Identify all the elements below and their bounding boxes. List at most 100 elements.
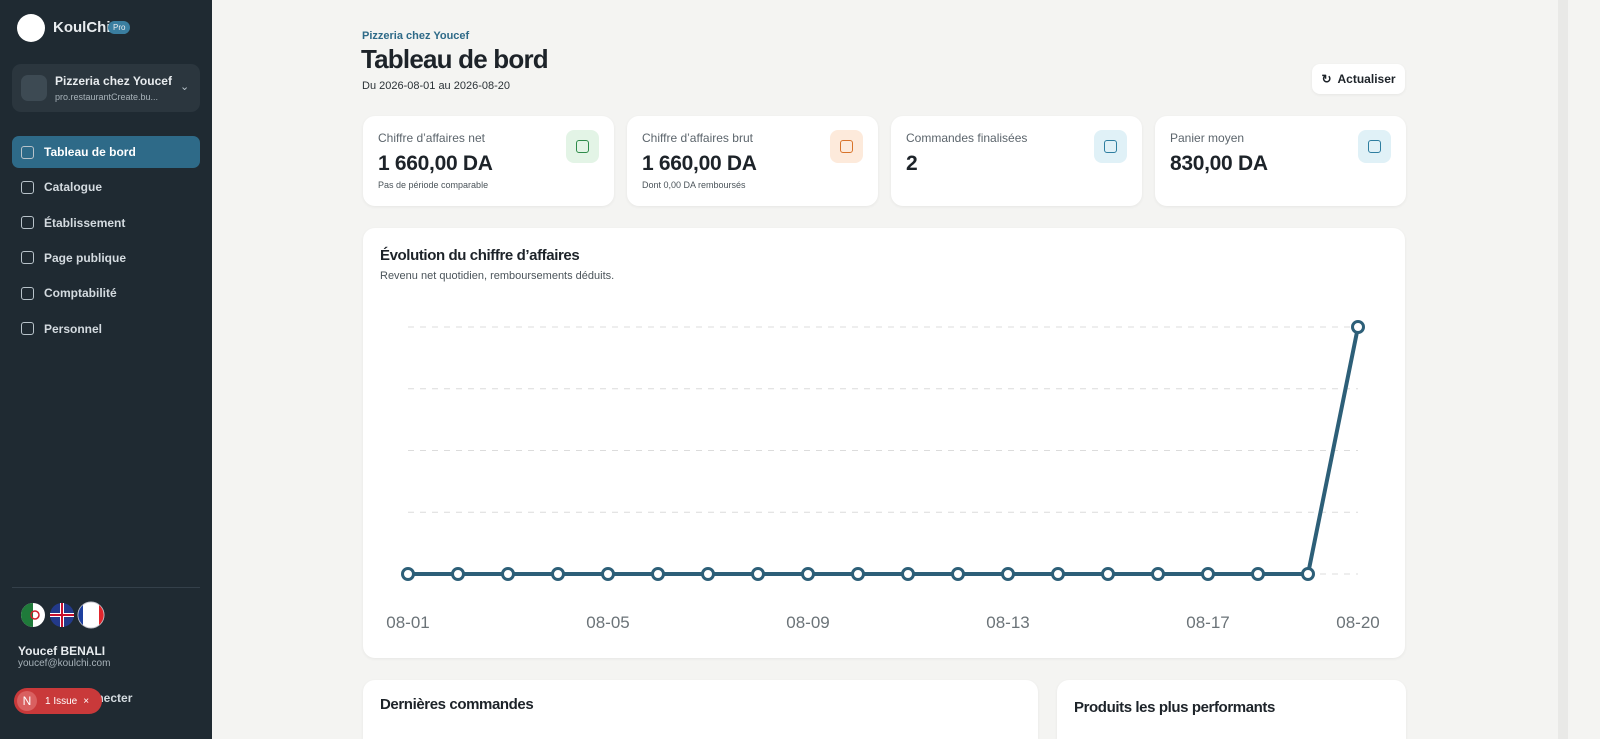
kpi-label: Chiffre d’affaires net (378, 131, 485, 145)
nav-item[interactable]: Page publique (12, 242, 200, 274)
page-title: Tableau de bord (361, 44, 549, 74)
issue-badge[interactable]: N 1 Issue × (14, 688, 102, 714)
divider (12, 587, 200, 588)
kpi-label: Chiffre d’affaires brut (642, 131, 753, 145)
point (851, 567, 865, 581)
kpi-icon (1358, 130, 1391, 163)
kpi-icon (1094, 130, 1127, 163)
kpi-label: Commandes finalisées (906, 131, 1028, 145)
point (1351, 320, 1365, 334)
point (1051, 567, 1065, 581)
x-tick-label: 08-20 (1336, 613, 1379, 632)
point (451, 567, 465, 581)
restaurant-name: Pizzeria chez Youcef (55, 74, 172, 88)
restaurant-switcher[interactable]: Pizzeria chez Youcef pro.restaurantCreat… (12, 64, 200, 112)
restaurant-slug: pro.restaurantCreate.bu... (55, 92, 159, 102)
orders-card: Dernières commandes (363, 680, 1038, 739)
refresh-button[interactable]: ↻ Actualiser (1312, 64, 1405, 94)
issue-text: 1 Issue (45, 695, 78, 707)
kpi-label: Panier moyen (1170, 131, 1245, 145)
kpi-card: Commandes finalisées 2 (891, 116, 1142, 206)
kpi-value: 1 660,00 DA (642, 152, 757, 175)
restaurant-icon (21, 75, 47, 101)
brand: KoulChi (53, 19, 111, 36)
line (408, 326, 1360, 576)
flag-dz-crescent (30, 610, 40, 620)
point (601, 567, 615, 581)
point (501, 567, 515, 581)
point (401, 567, 415, 581)
point (1151, 567, 1165, 581)
nav-icon (21, 180, 34, 194)
kpi-value: 2 (906, 152, 918, 175)
kpi-icon (566, 130, 599, 163)
point (751, 567, 765, 581)
nav-item[interactable]: Personnel (12, 313, 200, 345)
nav-label: Comptabilité (44, 286, 117, 301)
orders-title: Dernières commandes (380, 696, 534, 713)
nav-icon (21, 322, 34, 335)
kpi-icon-glyph (1368, 140, 1381, 153)
point (1301, 567, 1315, 581)
x-tick-label: 08-13 (986, 613, 1029, 632)
flag-dz-green (21, 603, 33, 627)
kpi-card: Chiffre d’affaires net 1 660,00 DA Pas de … (363, 116, 614, 206)
x-tick-label: 08-05 (586, 613, 629, 632)
point (801, 567, 815, 581)
nav-label: Catalogue (44, 180, 103, 195)
flag-fr-blue (78, 605, 83, 625)
kpi-icon-glyph (840, 140, 853, 153)
point (1001, 567, 1015, 581)
nav-item[interactable]: Établissement (12, 207, 200, 239)
point (1101, 567, 1115, 581)
point (551, 567, 565, 581)
point (1201, 567, 1215, 581)
kpi-icon (830, 130, 863, 163)
kpi-value: 1 660,00 DA (378, 152, 493, 175)
kpi-note: Dont 0,00 DA remboursés (642, 180, 746, 190)
user-email: youcef@koulchi.com (18, 658, 111, 669)
sidebar: KoulChi Pro Pizzeria chez Youcef pro.res… (0, 0, 212, 739)
chart-title: Évolution du chiffre d’affaires (380, 247, 580, 264)
refresh-label: Actualiser (1337, 72, 1396, 86)
kpi-card: Panier moyen 830,00 DA (1155, 116, 1406, 206)
point (901, 567, 915, 581)
point (951, 567, 965, 581)
plan-badge: Pro (108, 21, 131, 34)
nav-item[interactable]: Catalogue (12, 171, 200, 203)
nav-icon (21, 216, 34, 230)
top-products-title: Produits les plus performants (1074, 699, 1275, 716)
user-name: Youcef BENALI (18, 644, 106, 658)
date-range: Du 2026-08-01 au 2026-08-20 (362, 80, 511, 92)
revenue-chart: 08-01 08-05 08-09 08-13 08-17 08-20 (386, 320, 1380, 632)
point (701, 567, 715, 581)
x-tick-label: 08-17 (1186, 613, 1229, 632)
nav-icon (21, 145, 34, 159)
point (651, 567, 665, 581)
kpi-icon-glyph (1104, 140, 1117, 153)
issue-letter: N (17, 691, 37, 711)
breadcrumb[interactable]: Pizzeria chez Youcef (362, 30, 470, 42)
issue-close[interactable]: × (83, 695, 90, 707)
x-tick-label: 08-01 (386, 613, 429, 632)
nav-icon (21, 251, 34, 265)
chart-subtitle: Revenu net quotidien, remboursements déd… (380, 270, 615, 282)
language-flags (21, 601, 105, 629)
nav-item[interactable]: Comptabilité (12, 277, 200, 309)
kpi-icon-glyph (576, 140, 589, 153)
kpi-card: Chiffre d’affaires brut 1 660,00 DA Dont 0… (627, 116, 878, 206)
nav-icon (21, 286, 34, 300)
chevron: ⌄ (180, 81, 190, 93)
top-products-card: Produits les plus performants (1057, 680, 1406, 739)
nav-label: Tableau de bord (44, 145, 136, 159)
nav-item[interactable]: Tableau de bord (12, 136, 200, 168)
brand-logo (17, 14, 45, 42)
refresh-icon: ↻ (1321, 72, 1332, 86)
nav-label: Personnel (44, 321, 103, 336)
kpi-note: Pas de période comparable (378, 180, 489, 190)
nav-label: Établissement (44, 215, 126, 230)
flag-fr[interactable] (77, 601, 105, 629)
scrollbar[interactable] (1558, 0, 1568, 739)
flag-uk-red (50, 603, 74, 627)
